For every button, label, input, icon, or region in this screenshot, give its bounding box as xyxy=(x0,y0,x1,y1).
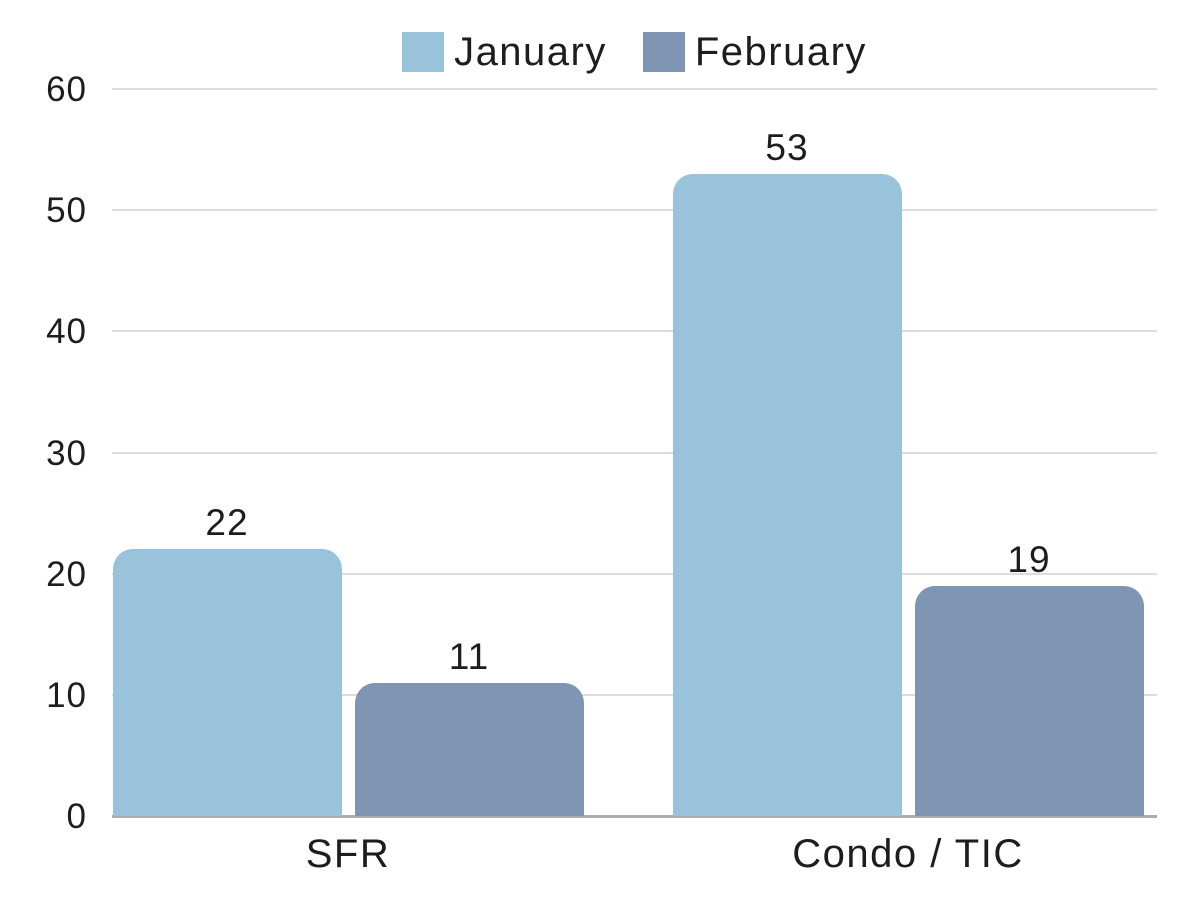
bar-value-label-february-sfr: 11 xyxy=(448,635,490,677)
gridline-40 xyxy=(112,330,1157,333)
y-tick-label-50: 50 xyxy=(46,191,87,231)
y-tick-label-0: 0 xyxy=(66,797,87,836)
x-axis-line xyxy=(112,815,1157,818)
y-tick-label-30: 30 xyxy=(46,433,87,473)
bar-january-sfr xyxy=(112,549,342,816)
bar-value-label-january-condo-tic: 53 xyxy=(765,126,809,168)
legend-swatch-february xyxy=(642,32,685,72)
y-tick-label-10: 10 xyxy=(46,675,87,715)
gridline-60 xyxy=(112,88,1157,90)
bar-february-sfr xyxy=(354,682,584,816)
bar-january-condo-tic xyxy=(672,173,902,816)
legend-swatch-january xyxy=(402,32,445,72)
gridline-20 xyxy=(112,572,1157,575)
legend-label-january: January xyxy=(454,30,607,74)
chart-legend: January February xyxy=(112,28,1157,76)
legend-item-january: January xyxy=(402,32,607,72)
gridline-10 xyxy=(112,693,1157,696)
bar-value-label-february-condo-tic: 19 xyxy=(1007,538,1051,580)
x-axis-label-condo-tic: Condo / TIC xyxy=(792,832,1024,876)
bar-value-label-january-sfr: 22 xyxy=(205,502,249,544)
gridline-30 xyxy=(112,451,1157,454)
gridline-50 xyxy=(112,209,1157,212)
x-axis-label-sfr: SFR xyxy=(305,832,391,876)
y-tick-label-20: 20 xyxy=(46,554,87,594)
legend-label-february: February xyxy=(694,30,867,74)
bar-february-condo-tic xyxy=(914,585,1144,816)
y-tick-label-60: 60 xyxy=(46,70,87,109)
y-tick-label-40: 40 xyxy=(46,312,87,352)
legend-item-february: February xyxy=(642,30,867,74)
